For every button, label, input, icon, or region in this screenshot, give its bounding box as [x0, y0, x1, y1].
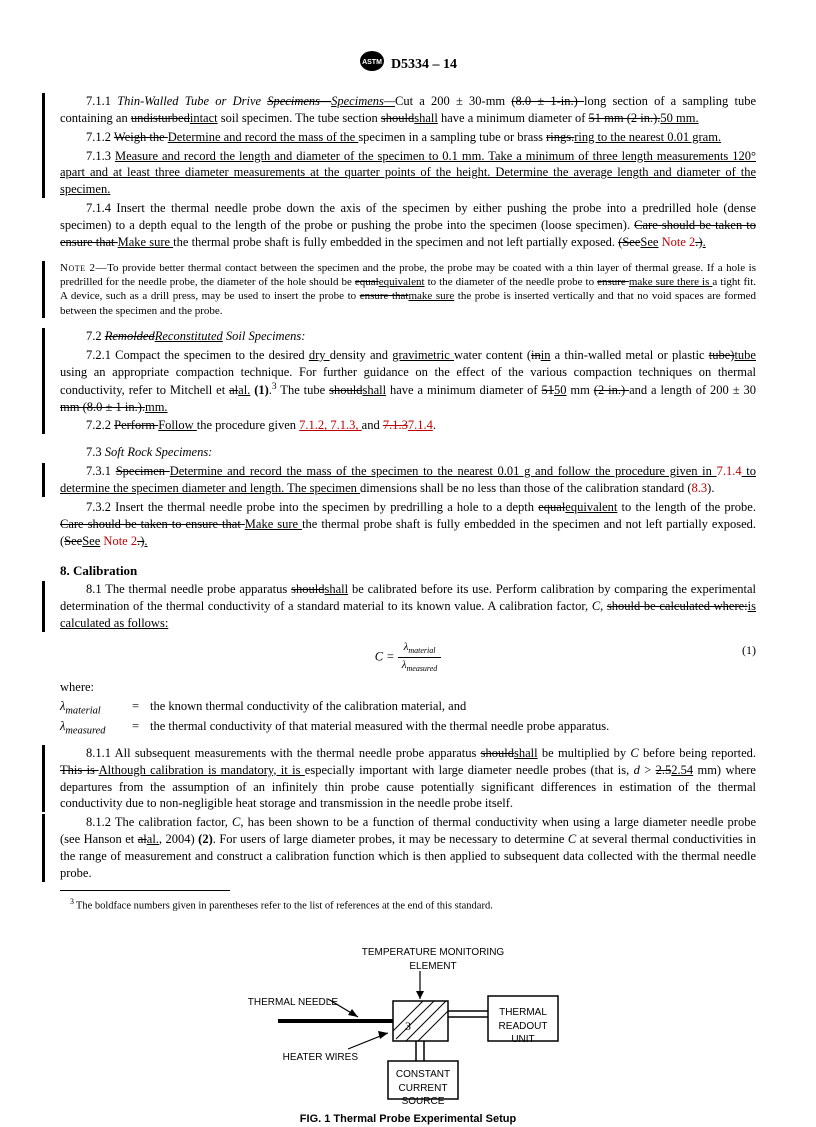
figure-1: TEMPERATURE MONITORING ELEMENT THERMAL N…: [60, 941, 756, 1127]
section-8: 8. Calibration: [60, 562, 756, 580]
page-header: ASTM D5334 – 14: [60, 50, 756, 75]
para-8-1-2: 8.1.2 The calibration factor, C, has bee…: [60, 814, 756, 882]
para-7-2-1: 7.2.1 Compact the specimen to the desire…: [60, 347, 756, 416]
svg-text:ASTM: ASTM: [362, 59, 382, 66]
figure-1-caption: FIG. 1 Thermal Probe Experimental Setup: [60, 1112, 756, 1127]
para-8-1-1: 8.1.1 All subsequent measurements with t…: [60, 745, 756, 813]
para-7-1-4: 7.1.4 Insert the thermal needle probe do…: [60, 200, 756, 251]
section-7-3: 7.3 Soft Rock Specimens:: [60, 444, 756, 461]
para-7-3-2: 7.3.2 Insert the thermal needle probe in…: [60, 499, 756, 550]
doc-designation: D5334 – 14: [391, 57, 457, 72]
para-7-1-3: 7.1.3 Measure and record the length and …: [60, 148, 756, 199]
equation-1: C = λmaterialλmeasured (1): [60, 640, 756, 675]
para-8-1: 8.1 The thermal needle probe apparatus s…: [60, 581, 756, 632]
note-2: Note 2—To provide better thermal contact…: [60, 261, 756, 318]
page-number: 3: [0, 1018, 816, 1034]
where-label: where:: [60, 679, 756, 696]
footnote-rule: [60, 890, 230, 895]
where-list: λmaterial=the known thermal conductivity…: [60, 698, 756, 739]
para-7-3-1: 7.3.1 Specimen Determine and record the …: [60, 463, 756, 497]
footnote-3: 3 The boldface numbers given in parenthe…: [60, 897, 756, 914]
para-7-1-1: 7.1.1 Thin-Walled Tube or Drive Specimen…: [60, 93, 756, 127]
para-7-2-2: 7.2.2 Perform Follow the procedure given…: [60, 417, 756, 434]
para-7-1-2: 7.1.2 Weigh the Determine and record the…: [60, 129, 756, 146]
section-7-2: 7.2 RemoldedReconstituted Soil Specimens…: [60, 328, 756, 345]
astm-logo: ASTM: [359, 50, 385, 72]
